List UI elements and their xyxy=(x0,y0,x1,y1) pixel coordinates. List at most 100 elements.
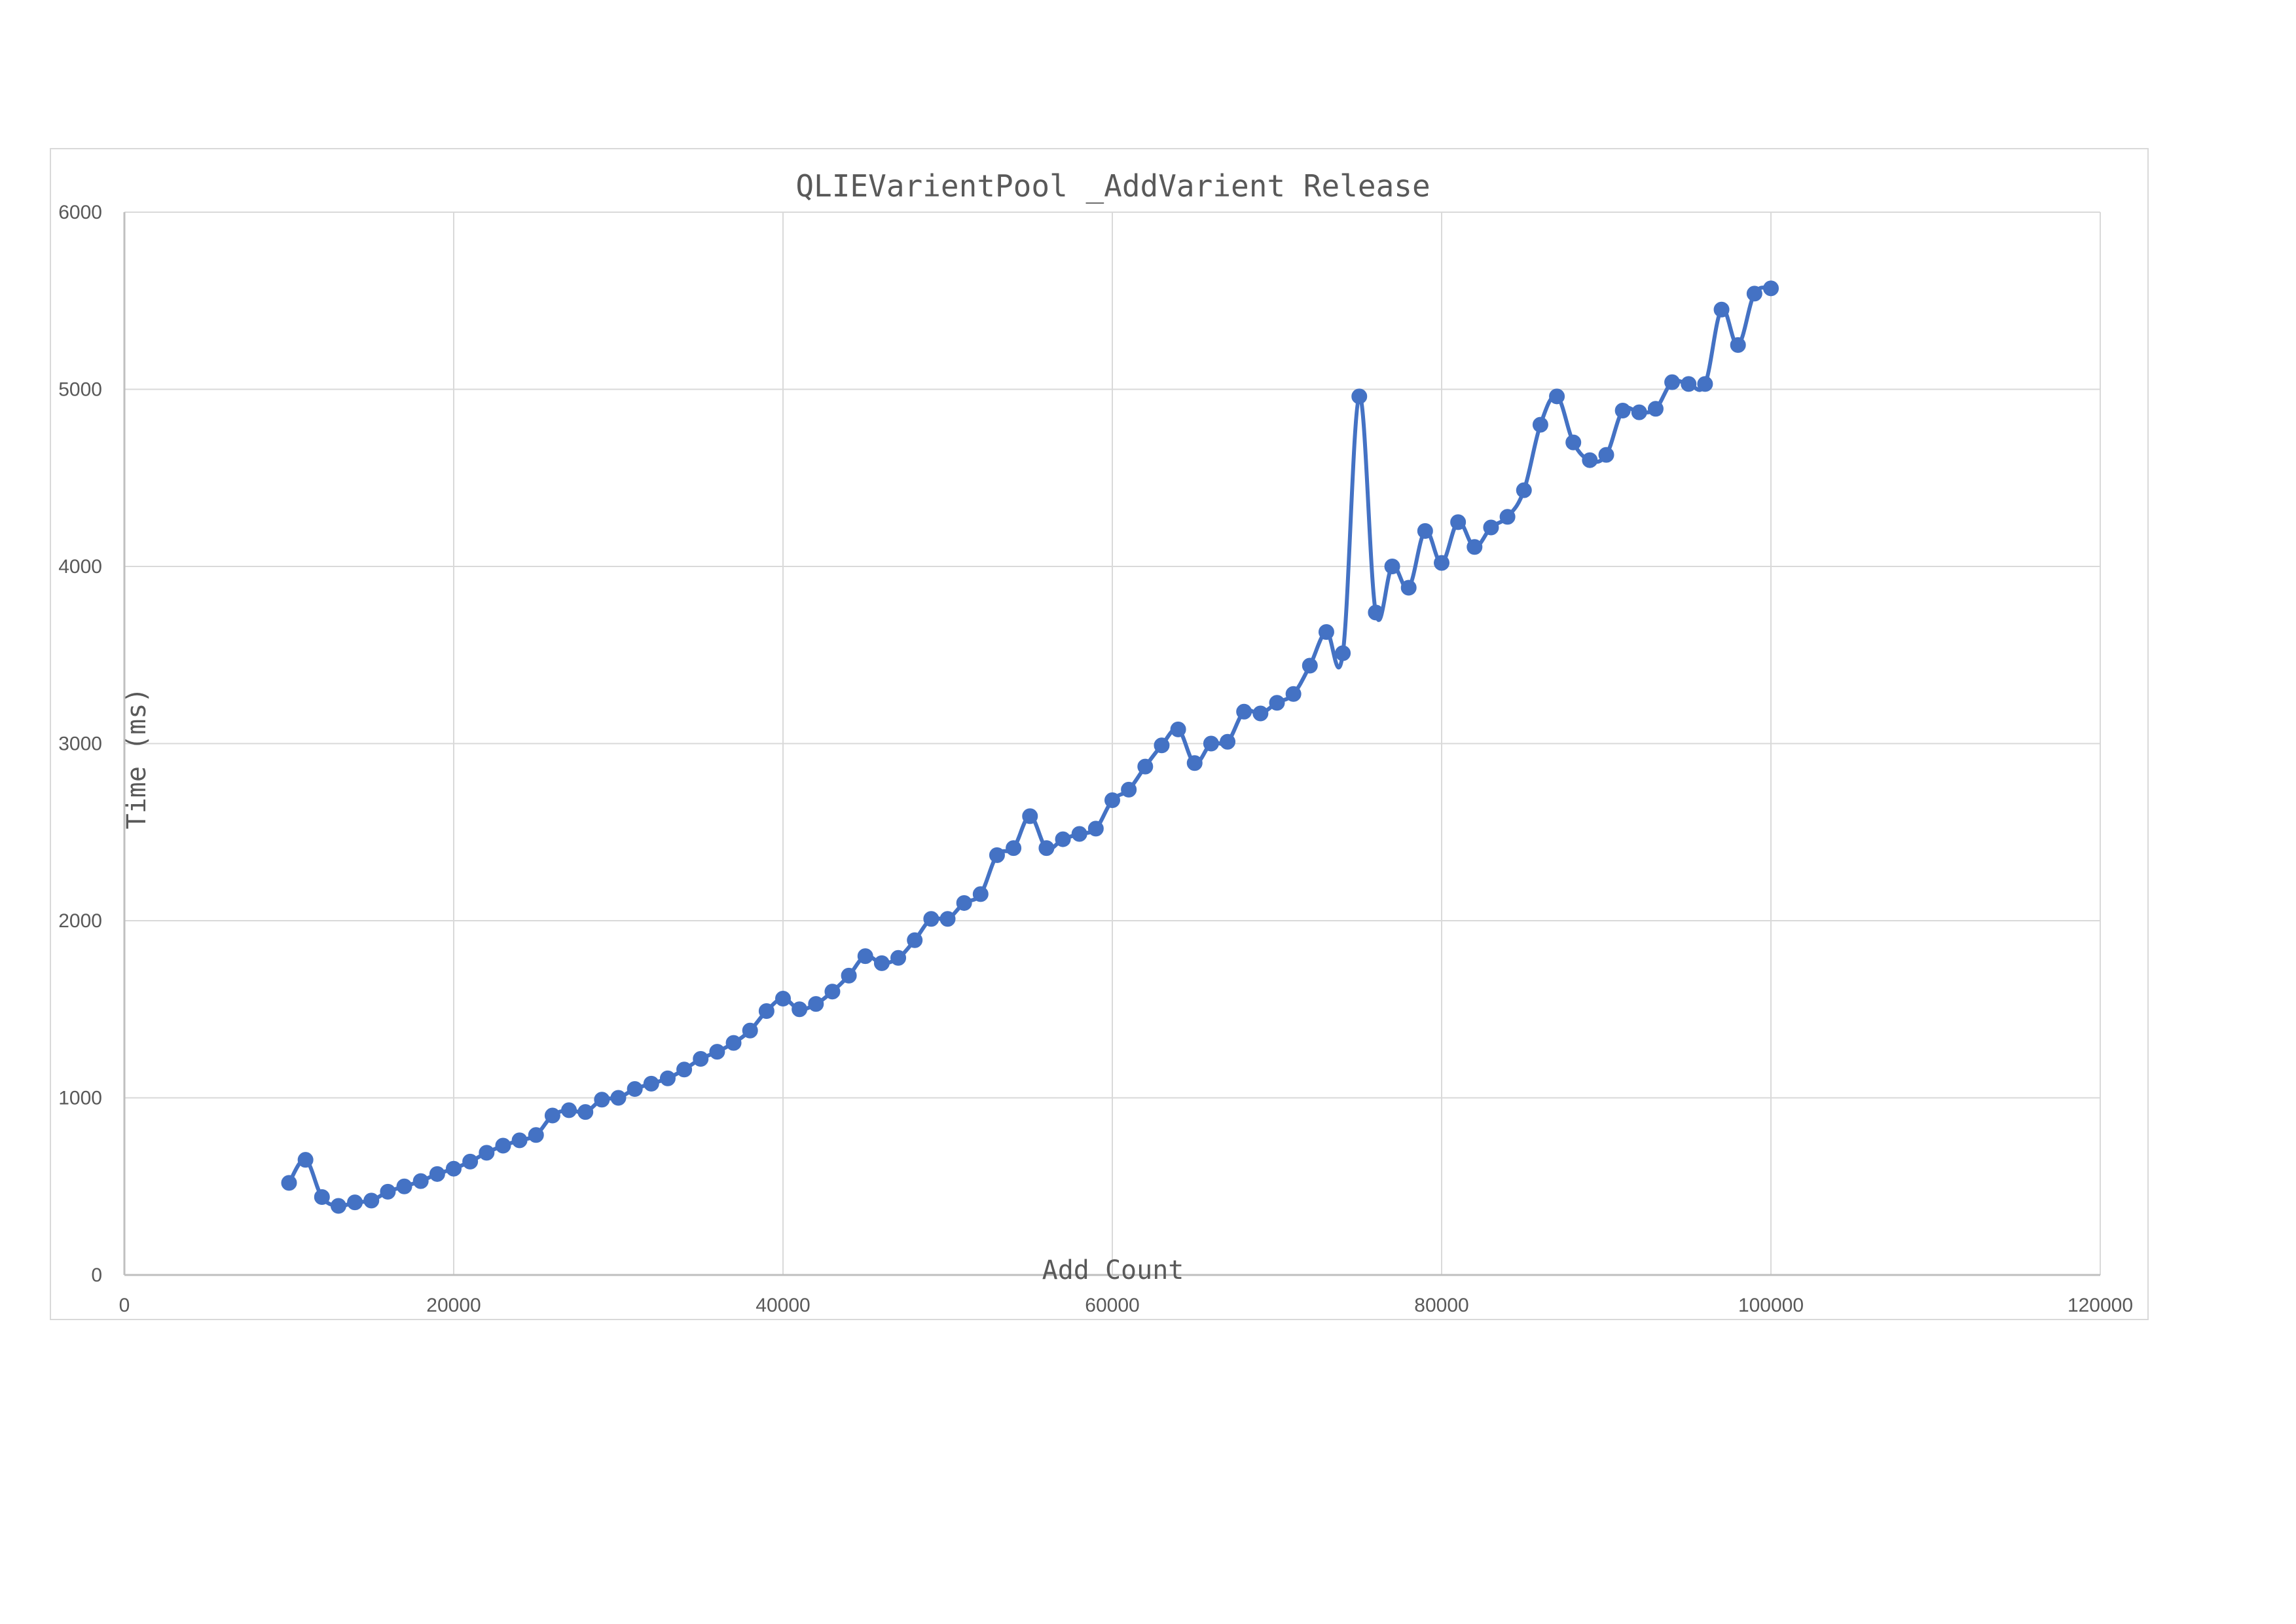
data-point xyxy=(742,1022,758,1039)
data-point xyxy=(1038,840,1055,857)
data-point xyxy=(479,1145,495,1161)
gridlines xyxy=(124,212,2101,1276)
data-point xyxy=(808,996,824,1012)
data-point xyxy=(1713,301,1730,318)
data-point xyxy=(1055,831,1071,847)
data-point xyxy=(363,1192,380,1209)
data-point xyxy=(1220,733,1236,750)
data-point xyxy=(907,932,923,948)
data-point xyxy=(544,1107,560,1124)
data-point xyxy=(1137,758,1154,775)
data-point xyxy=(1186,755,1203,771)
data-point xyxy=(1318,624,1334,640)
data-point xyxy=(676,1061,693,1078)
data-point xyxy=(1368,604,1384,621)
data-point xyxy=(1681,376,1697,392)
data-point xyxy=(758,1003,774,1019)
data-point xyxy=(495,1137,511,1154)
y-tick-label: 0 xyxy=(91,1264,102,1286)
data-point xyxy=(923,911,939,927)
data-point xyxy=(1664,374,1681,390)
data-point xyxy=(1598,447,1614,463)
data-point xyxy=(1417,523,1433,539)
data-point xyxy=(775,991,791,1007)
data-point xyxy=(792,1001,808,1018)
data-point xyxy=(1631,404,1647,420)
data-point xyxy=(627,1080,643,1097)
data-point xyxy=(1565,434,1582,451)
data-point xyxy=(1532,416,1548,433)
data-point xyxy=(1006,840,1022,857)
data-point xyxy=(610,1090,627,1106)
data-point xyxy=(1121,781,1137,798)
data-point xyxy=(297,1152,314,1168)
data-point xyxy=(561,1102,577,1118)
data-point xyxy=(1746,286,1762,302)
data-point xyxy=(412,1173,429,1189)
y-axis-title: Time (ms) xyxy=(122,688,152,830)
data-point xyxy=(1087,821,1104,837)
data-point xyxy=(824,984,841,1000)
data-point xyxy=(956,895,972,911)
data-point xyxy=(380,1183,396,1200)
data-point xyxy=(462,1153,479,1170)
data-point xyxy=(1384,559,1400,574)
data-point xyxy=(281,1175,297,1191)
data-point xyxy=(939,911,956,927)
tick-labels: 0 1000 2000 3000 4000 5000 60000 20000 40000 6000… xyxy=(58,202,2133,1316)
data-point xyxy=(1351,388,1368,405)
data-point xyxy=(429,1166,445,1182)
data-point xyxy=(1170,721,1186,737)
data-point xyxy=(1203,735,1219,752)
data-point xyxy=(857,948,873,965)
data-point xyxy=(1071,826,1087,842)
x-axis-title: Add Count xyxy=(1042,1255,1184,1285)
x-tick-label: 60000 xyxy=(1085,1295,1139,1316)
y-tick-label: 2000 xyxy=(58,910,102,932)
chart-title: QLIEVarientPool _AddVarient Release xyxy=(795,168,1430,204)
x-tick-label: 100000 xyxy=(1738,1295,1804,1316)
data-point xyxy=(659,1070,676,1086)
data-point xyxy=(1104,792,1120,809)
data-point xyxy=(1434,555,1449,571)
chart-area: 0 1000 2000 3000 4000 5000 6000 0 20000 40000 6000… xyxy=(50,148,2149,1320)
data-point xyxy=(709,1044,725,1060)
data-point xyxy=(396,1178,412,1194)
x-tick-label: 40000 xyxy=(756,1295,810,1316)
data-point xyxy=(1549,388,1565,405)
data-point xyxy=(1400,580,1417,596)
data-point xyxy=(511,1132,528,1149)
data-point xyxy=(643,1075,659,1092)
data-point xyxy=(1499,509,1516,525)
data-point xyxy=(1236,703,1252,720)
x-tick-label: 20000 xyxy=(426,1295,481,1316)
data-point xyxy=(1483,519,1499,536)
x-tick-label: 80000 xyxy=(1414,1295,1468,1316)
data-point xyxy=(873,955,890,971)
y-tick-label: 6000 xyxy=(58,202,102,223)
data-point xyxy=(1697,376,1713,392)
data-point xyxy=(1450,514,1467,530)
axes xyxy=(123,212,2100,1276)
data-point xyxy=(446,1160,462,1177)
data-point xyxy=(1302,657,1318,674)
data-point xyxy=(1516,482,1532,498)
y-tick-label: 3000 xyxy=(58,733,102,755)
y-tick-label: 4000 xyxy=(58,556,102,578)
data-point xyxy=(330,1198,346,1214)
y-tick-label: 5000 xyxy=(58,379,102,401)
data-point xyxy=(693,1050,709,1067)
data-point xyxy=(1614,402,1631,418)
y-tick-label: 1000 xyxy=(58,1088,102,1109)
x-tick-label: 120000 xyxy=(2068,1295,2133,1316)
data-point xyxy=(989,847,1005,863)
series-line xyxy=(287,286,1772,1208)
data-point xyxy=(1335,645,1351,661)
data-point xyxy=(841,967,857,984)
data-point xyxy=(314,1189,330,1205)
data-point xyxy=(1252,705,1269,722)
data-point xyxy=(1154,737,1170,754)
data-point xyxy=(1467,539,1483,555)
data-series xyxy=(281,280,1779,1214)
data-point xyxy=(972,886,989,902)
